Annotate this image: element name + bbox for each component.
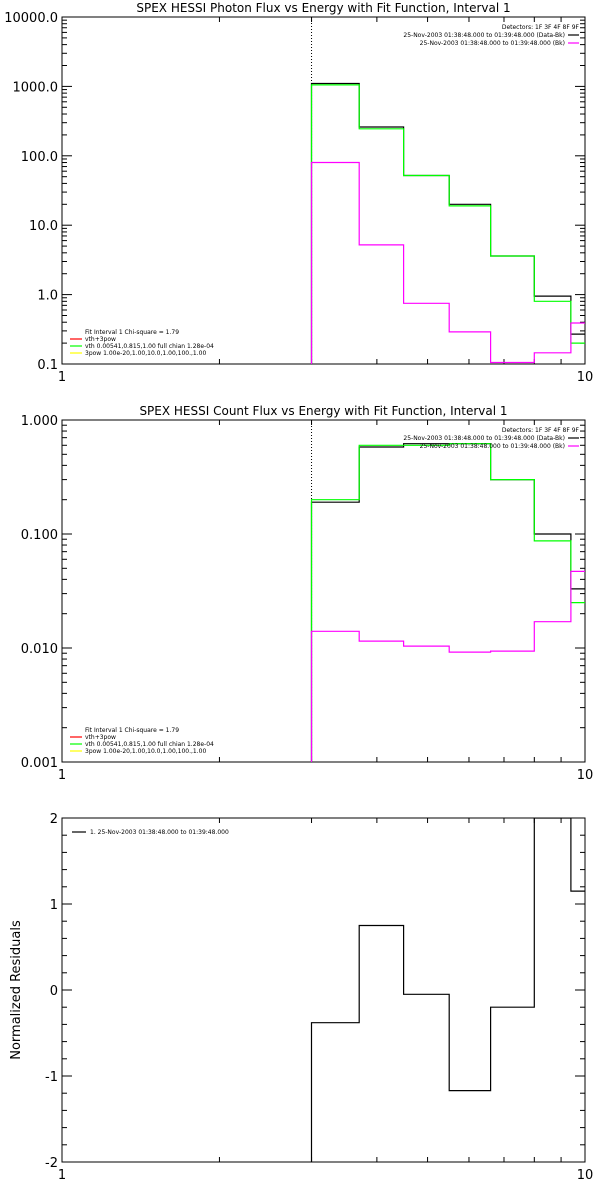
x-tick-label: 10 bbox=[577, 768, 594, 783]
detectors-label: Detectors: 1F 3F 4F 8F 9F bbox=[502, 427, 580, 434]
fit-info-line: vth+3pow bbox=[85, 734, 116, 741]
plot-panel-3: Normalized Residuals 1 10 -2 -1 0 1 2 1. 25-Nov-… bbox=[9, 812, 593, 1183]
x-tick-label: 1 bbox=[58, 1168, 66, 1183]
series-line-1 bbox=[310, 82, 585, 364]
y-tick-label: 1.000 bbox=[21, 414, 58, 429]
series-line-3 bbox=[310, 570, 585, 762]
plot-frame bbox=[61, 419, 586, 763]
y-tick-label: 1000.0 bbox=[13, 80, 59, 95]
x-tick-label: 10 bbox=[577, 1168, 594, 1183]
plot-panel-2: SPEX HESSI Count Flux vs Energy with Fit… bbox=[21, 404, 593, 783]
y-tick-label: -1 bbox=[45, 1070, 58, 1085]
y-tick-label: 0 bbox=[50, 984, 58, 999]
y-tick-label: 100.0 bbox=[21, 150, 58, 165]
fit-info-line: vth 0.00541,0.815,1.00 full chian 1.28e-… bbox=[85, 741, 214, 748]
series-line-2 bbox=[310, 443, 585, 762]
series-group bbox=[310, 818, 585, 1162]
series-line-2 bbox=[310, 84, 585, 364]
legend-entry: 25-Nov-2003 01:38:48.000 to 01:39:48.000… bbox=[420, 443, 565, 450]
y-tick-label: 10.0 bbox=[29, 219, 58, 234]
y-tick-label: 1.0 bbox=[37, 289, 58, 304]
y-tick-label: 0.010 bbox=[21, 642, 58, 657]
y-tick-label: 1 bbox=[50, 898, 58, 913]
legend-entry: 1. 25-Nov-2003 01:38:48.000 to 01:39:48.… bbox=[90, 829, 229, 836]
fit-info-line: 3pow 1.00e-20,1.00,10.0,1.00,100.,1.00 bbox=[85, 350, 206, 357]
legend-entry: 25-Nov-2003 01:38:48.000 to 01:39:48.000… bbox=[403, 435, 565, 442]
x-tick-label: 1 bbox=[58, 768, 66, 783]
legend-entry: 25-Nov-2003 01:38:48.000 to 01:39:48.000… bbox=[420, 40, 565, 47]
fit-info-line: Fit Interval 1 Chi-square = 1.79 bbox=[85, 329, 179, 336]
detectors-label: Detectors: 1F 3F 4F 8F 9F bbox=[502, 24, 580, 31]
y-axis-label: Normalized Residuals bbox=[9, 920, 24, 1060]
y-tick-label: -2 bbox=[45, 1156, 58, 1171]
legend-entry: 25-Nov-2003 01:38:48.000 to 01:39:48.000… bbox=[403, 32, 565, 39]
x-tick-label: 1 bbox=[58, 370, 66, 385]
y-tick-label: 0.001 bbox=[21, 756, 58, 771]
series-line-1 bbox=[310, 818, 585, 1162]
fit-info-line: vth 0.00541,0.815,1.00 full chian 1.28e-… bbox=[85, 343, 214, 350]
x-tick-label: 10 bbox=[577, 370, 594, 385]
fit-info-line: 3pow 1.00e-20,1.00,10.0,1.00,100.,1.00 bbox=[85, 748, 206, 755]
series-line-1 bbox=[310, 443, 585, 762]
series-group bbox=[310, 82, 585, 364]
fit-info-line: Fit Interval 1 Chi-square = 1.79 bbox=[85, 727, 179, 734]
plot-title: SPEX HESSI Count Flux vs Energy with Fit… bbox=[139, 404, 507, 418]
fit-info-line: vth+3pow bbox=[85, 336, 116, 343]
plot-frame bbox=[61, 817, 586, 1163]
plot-title: SPEX HESSI Photon Flux vs Energy with Fi… bbox=[136, 1, 510, 15]
series-line-3 bbox=[310, 161, 585, 364]
plot-frame bbox=[61, 16, 586, 365]
y-tick-label: 0.100 bbox=[21, 528, 58, 543]
y-tick-label: 10000.0 bbox=[4, 11, 58, 26]
series-group bbox=[310, 443, 585, 762]
y-tick-label: 2 bbox=[50, 812, 58, 827]
y-tick-label: 0.1 bbox=[37, 358, 58, 373]
plot-panel-1: SPEX HESSI Photon Flux vs Energy with Fi… bbox=[4, 1, 593, 385]
